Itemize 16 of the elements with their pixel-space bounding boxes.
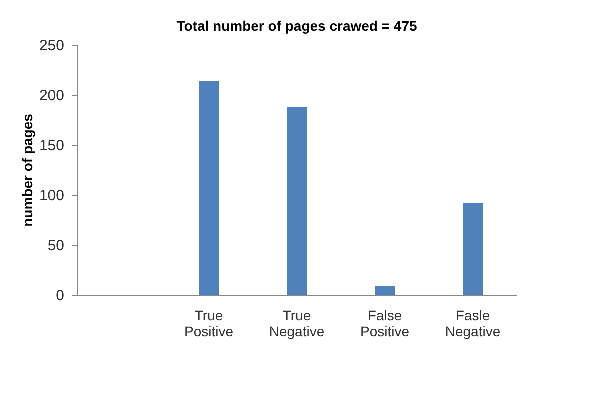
bar (463, 203, 483, 295)
y-tick-label: 200 (39, 88, 64, 104)
y-tick-label: 100 (39, 188, 64, 204)
bar (375, 286, 395, 295)
y-tick-label: 0 (56, 288, 64, 304)
x-tick-label: True Positive (184, 308, 234, 340)
y-tick-label: 150 (39, 138, 64, 154)
x-tick-label: True Negative (269, 308, 325, 340)
x-tick-label: False Positive (360, 308, 410, 340)
y-tick-label: 50 (48, 238, 64, 254)
bar (287, 107, 307, 295)
x-tick-label: Fasle Negative (445, 308, 501, 340)
y-axis-title: number of pages (19, 114, 36, 227)
bar (199, 81, 219, 295)
chart-title: Total number of pages crawed = 475 (176, 18, 418, 34)
y-tick-label: 250 (39, 38, 64, 54)
